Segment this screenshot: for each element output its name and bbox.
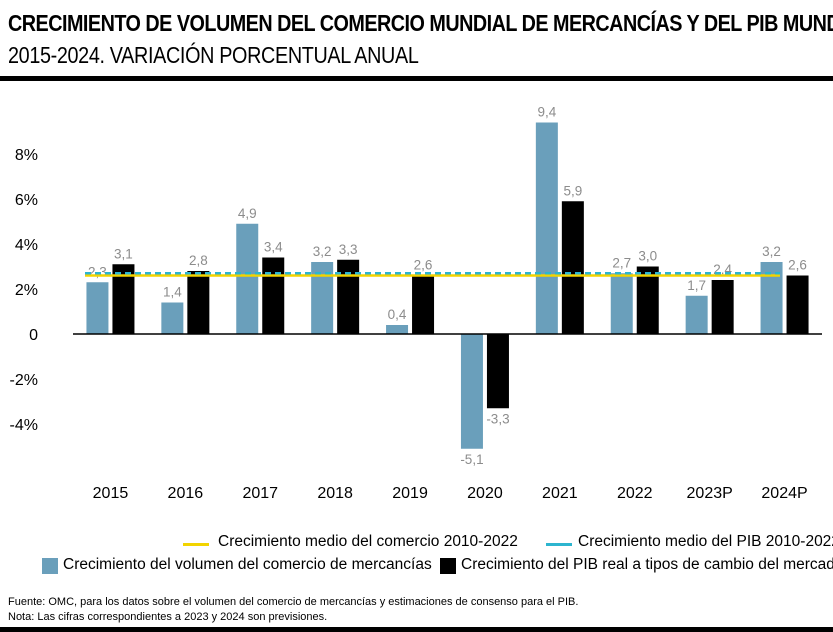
data-label: 1,4 [163, 285, 182, 300]
data-label: 3,0 [638, 249, 657, 264]
y-tick-label: 4% [15, 237, 38, 254]
data-label: 2,6 [414, 258, 433, 273]
trade-volume-bar [86, 282, 109, 334]
gdp-bar [561, 201, 584, 334]
legend-gdp-real-swatch [440, 558, 456, 574]
trade-volume-bar [685, 295, 708, 334]
trade-volume-bar [535, 122, 558, 334]
data-label: -5,1 [460, 452, 483, 467]
gdp-bar [711, 280, 734, 334]
y-tick-label: -2% [10, 372, 38, 389]
top-rule [0, 76, 833, 81]
legend-trade-volume-label: Crecimiento del volumen del comercio de … [63, 556, 432, 573]
legend-gdp-avg-label: Crecimiento medio del PIB 2010-2022 [578, 533, 833, 550]
trade-volume-bar [386, 325, 409, 334]
data-label: 0,4 [388, 307, 407, 322]
x-tick-label: 2024P [761, 485, 807, 502]
data-label: 3,2 [313, 244, 332, 259]
gdp-bar [786, 275, 809, 334]
y-tick-label: -4% [10, 417, 38, 434]
data-label: 3,1 [114, 246, 133, 261]
y-tick-label: 0 [29, 327, 38, 344]
y-tick-label: 6% [15, 192, 38, 209]
source-note: Fuente: OMC, para los datos sobre el vol… [8, 596, 579, 608]
x-tick-label: 2020 [467, 485, 503, 502]
gdp-bar [412, 275, 435, 334]
x-tick-label: 2023P [687, 485, 733, 502]
trade-volume-bar [610, 273, 633, 334]
gdp-bar [486, 334, 509, 409]
trade-volume-bar [460, 334, 483, 449]
trade-volume-bar [161, 302, 184, 334]
gdp-bar [636, 266, 659, 334]
x-tick-label: 2021 [542, 485, 578, 502]
data-label: 1,7 [687, 278, 706, 293]
data-label: 3,4 [264, 240, 283, 255]
data-label: 3,2 [762, 244, 781, 259]
gdp-bar [262, 257, 285, 334]
data-label: 3,3 [339, 242, 358, 257]
y-tick-label: 2% [15, 282, 38, 299]
legend-gdp-avg-swatch [546, 543, 572, 546]
x-tick-label: 2022 [617, 485, 653, 502]
legend-gdp-real-label: Crecimiento del PIB real a tipos de camb… [461, 556, 833, 573]
data-label: 2,6 [788, 258, 807, 273]
data-label: 9,4 [537, 105, 556, 120]
trade-volume-bar [311, 262, 334, 334]
data-label: -3,3 [486, 411, 509, 426]
bar-chart: -4% -2% 0 2% 4% 6% 8% 2,3 3,1 2015 1,4 2,8 2016 4,9 3,… [10, 105, 822, 502]
gdp-bar [337, 259, 360, 334]
chart-title: CRECIMIENTO DE VOLUMEN DEL COMERCIO MUND… [8, 10, 833, 36]
x-tick-label: 2016 [168, 485, 204, 502]
x-tick-label: 2017 [242, 485, 278, 502]
trade-volume-bar [760, 262, 783, 334]
trade-volume-bar [236, 223, 259, 334]
legend-trade-avg-label: Crecimiento medio del comercio 2010-2022 [218, 533, 518, 550]
x-tick-label: 2015 [93, 485, 129, 502]
x-tick-label: 2019 [392, 485, 428, 502]
data-label: 4,9 [238, 206, 257, 221]
x-tick-label: 2018 [317, 485, 353, 502]
y-tick-label: 8% [15, 147, 38, 164]
data-label: 5,9 [563, 183, 582, 198]
bottom-rule [0, 627, 833, 632]
legend-trade-volume-swatch [42, 558, 58, 574]
gdp-bar [187, 271, 210, 334]
legend-trade-avg-swatch [183, 543, 209, 546]
data-label: 2,3 [88, 264, 107, 279]
footnote: Nota: Las cifras correspondientes a 2023… [8, 611, 328, 623]
data-label: 2,7 [612, 255, 631, 270]
gdp-bar [112, 264, 135, 334]
chart-subtitle: 2015-2024. VARIACIÓN PORCENTUAL ANUAL [8, 42, 419, 68]
data-label: 2,8 [189, 253, 208, 268]
